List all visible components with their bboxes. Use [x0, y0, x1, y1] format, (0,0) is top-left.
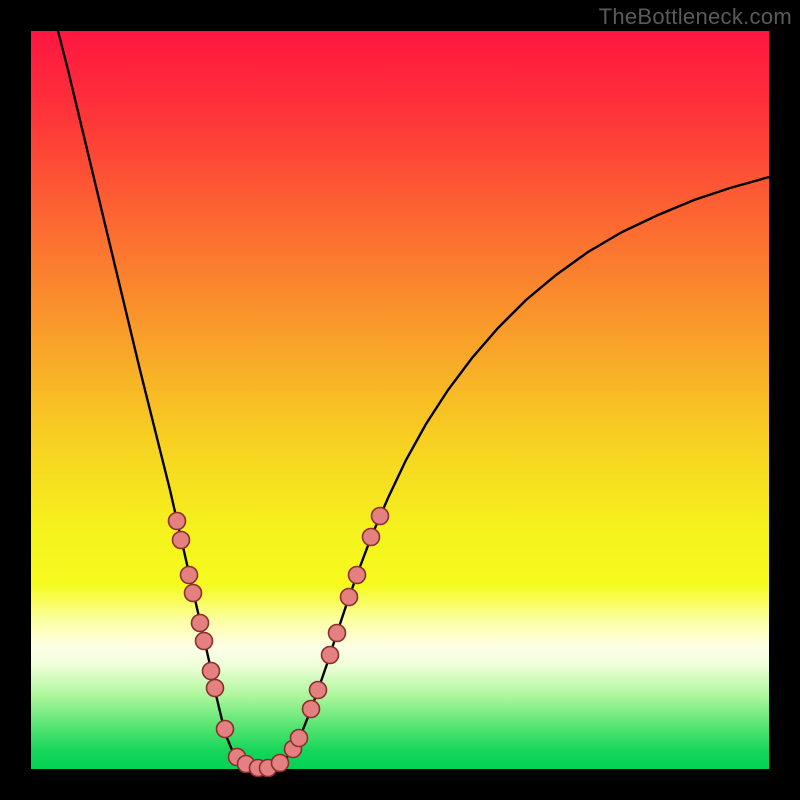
chart-svg [0, 0, 800, 800]
curve-marker [272, 755, 289, 772]
curve-marker [291, 730, 308, 747]
curve-marker [173, 532, 190, 549]
curve-marker [349, 567, 366, 584]
curve-marker [310, 682, 327, 699]
curve-marker [196, 633, 213, 650]
plot-background [31, 31, 769, 769]
curve-marker [185, 585, 202, 602]
curve-marker [181, 567, 198, 584]
curve-marker [372, 508, 389, 525]
curve-marker [169, 513, 186, 530]
curve-marker [322, 647, 339, 664]
curve-marker [192, 615, 209, 632]
curve-marker [341, 589, 358, 606]
curve-marker [217, 721, 234, 738]
chart-container: TheBottleneck.com [0, 0, 800, 800]
curve-marker [203, 663, 220, 680]
curve-marker [329, 625, 346, 642]
curve-marker [303, 701, 320, 718]
curve-marker [363, 529, 380, 546]
curve-marker [207, 680, 224, 697]
